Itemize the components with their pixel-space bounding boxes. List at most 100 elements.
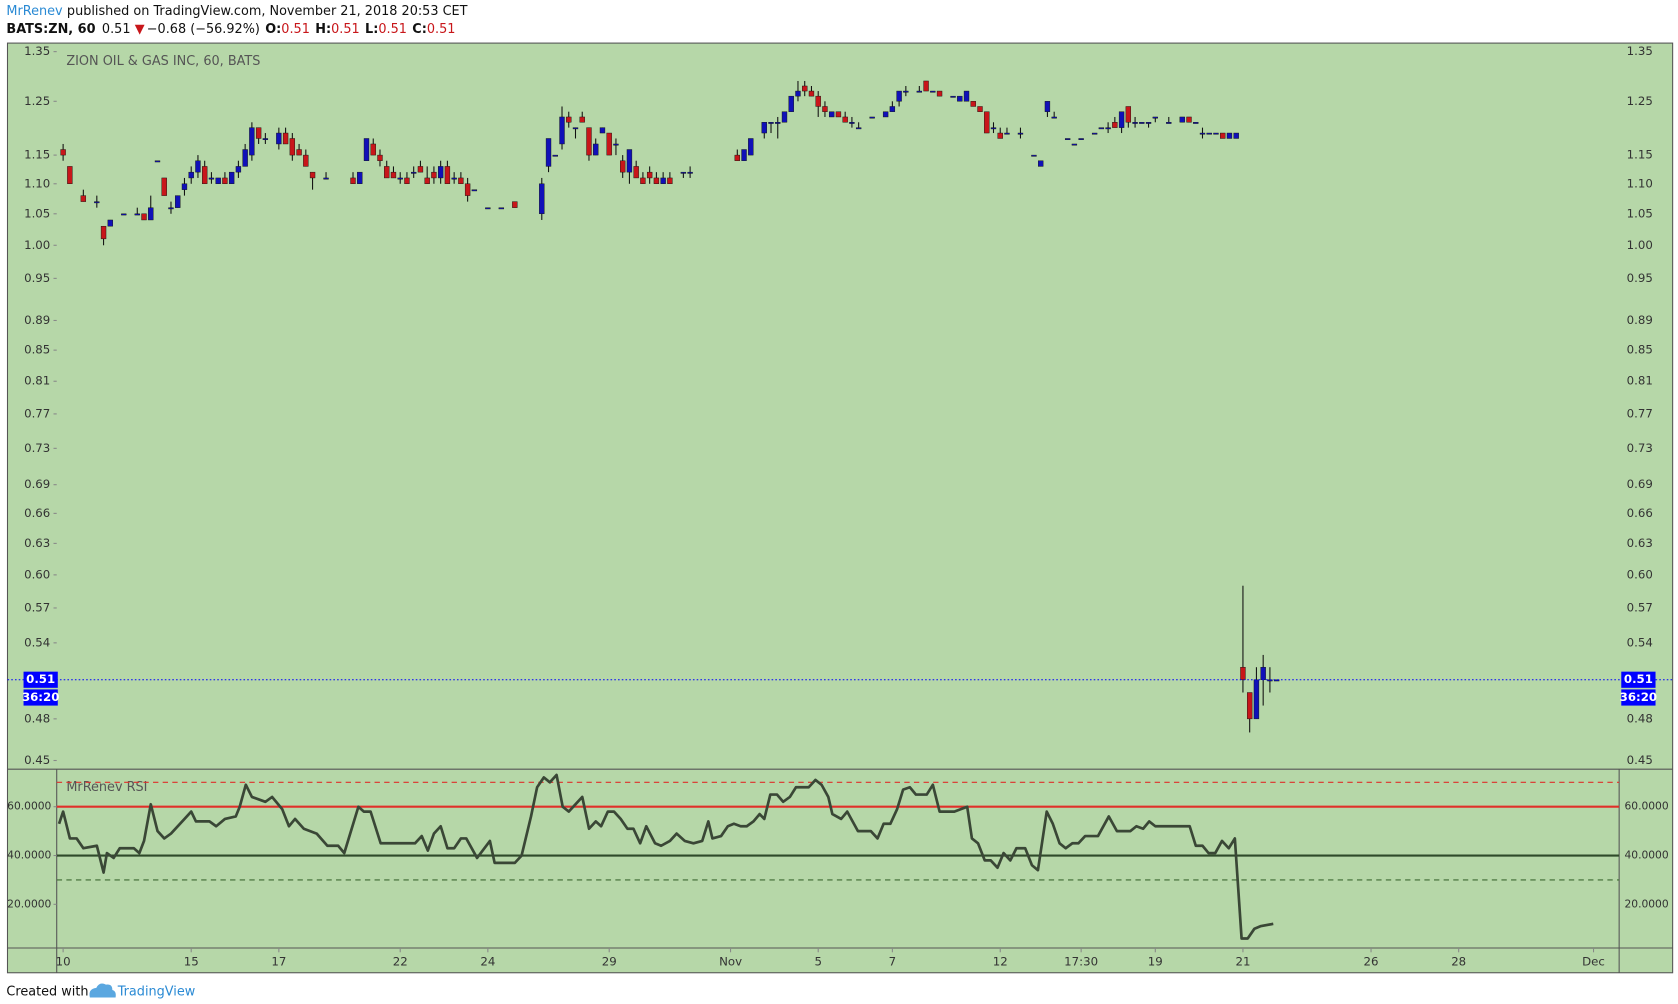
candle-body — [1064, 138, 1071, 140]
candle-body — [613, 143, 619, 146]
x-tick-label: 22 — [393, 954, 408, 968]
candle-body — [869, 116, 875, 119]
candle-body — [1139, 122, 1145, 124]
candle-body — [936, 90, 943, 97]
rsi-title: MrRenev RSI — [66, 780, 147, 795]
candle-body — [323, 177, 329, 180]
candle-body — [1179, 116, 1185, 123]
candle-body — [181, 183, 188, 190]
candle-body — [1199, 132, 1206, 135]
candle-body — [646, 171, 653, 179]
candle-body — [424, 177, 430, 184]
y-tick-label: 0.48 — [24, 711, 50, 725]
y-tick-label: 0.66 — [24, 506, 50, 520]
l-label: L: — [365, 22, 378, 37]
candle-body — [829, 111, 835, 118]
candle-body — [296, 149, 302, 156]
candle-body — [1166, 122, 1172, 124]
y-tick-label-right: 0.69 — [1627, 477, 1653, 491]
candle-body — [1220, 132, 1226, 139]
candle-body — [60, 149, 66, 156]
candle-body — [788, 95, 794, 112]
candle-body — [188, 171, 194, 179]
candle-body — [1253, 679, 1260, 720]
candle-body — [1152, 116, 1158, 119]
candle-body — [262, 138, 269, 140]
change: −0.68 (−56.92%) — [147, 22, 260, 37]
candle-body — [896, 90, 902, 102]
chart-background — [6, 42, 1674, 974]
y-tick-label-right: 0.48 — [1627, 711, 1653, 725]
candle-body — [1132, 122, 1138, 124]
candle-body — [154, 160, 161, 163]
candle-body — [761, 122, 767, 134]
candle-body — [606, 132, 612, 156]
candle-body — [370, 143, 376, 156]
price-tag-label: 0.51 — [26, 672, 55, 686]
candle-body — [411, 171, 417, 174]
h-label: H: — [315, 22, 331, 37]
price-tag — [1621, 671, 1656, 688]
o: 0.51 — [281, 22, 310, 37]
y-tick-label-right: 0.81 — [1627, 374, 1653, 388]
arrow: ▼ — [135, 22, 145, 37]
candle-body — [235, 166, 242, 173]
candle-body — [168, 207, 174, 210]
y-tick-label-right: 0.77 — [1627, 406, 1653, 420]
candle-body — [579, 116, 585, 123]
y-tick-label-right: 20.0000 — [1624, 897, 1668, 910]
candle-body — [984, 111, 990, 134]
candle-body — [849, 122, 855, 124]
x-tick-label: 12 — [993, 954, 1008, 968]
candle-body — [222, 177, 228, 184]
y-tick-label-right: 0.73 — [1627, 441, 1653, 455]
candle-body — [134, 213, 140, 216]
y-tick-label: 0.54 — [24, 635, 50, 649]
candle-body — [640, 177, 646, 184]
brand[interactable]: TradingView — [117, 985, 196, 1000]
candle-body — [100, 225, 107, 240]
y-tick-label: 1.05 — [24, 206, 50, 220]
candle-body — [1145, 122, 1152, 124]
candle-body — [566, 116, 572, 123]
y-tick-label: 1.10 — [24, 176, 50, 190]
y-tick-label-right: 1.00 — [1627, 238, 1653, 252]
y-tick-label-right: 0.60 — [1627, 567, 1653, 581]
logo — [89, 983, 116, 998]
candle-body — [242, 149, 248, 167]
candle-body — [485, 207, 491, 210]
candle-body — [1125, 106, 1132, 123]
candle-body — [795, 90, 801, 97]
candle-body — [1038, 160, 1044, 167]
y-tick-label: 0.63 — [24, 536, 50, 550]
y-tick-label-right: 0.66 — [1627, 506, 1653, 520]
candle-body — [276, 132, 282, 145]
candle-body — [377, 154, 383, 161]
h: 0.51 — [331, 22, 360, 37]
candle-body — [734, 154, 740, 161]
candle-body — [808, 90, 815, 97]
candle-body — [1260, 666, 1266, 680]
candle-body — [950, 95, 956, 98]
y-tick-label-right: 1.05 — [1627, 206, 1653, 220]
candle-body — [498, 207, 505, 210]
candle-body — [1247, 692, 1253, 720]
last: 0.51 — [102, 22, 131, 37]
candle-body — [775, 122, 781, 124]
candle-body — [916, 90, 923, 93]
x-tick-label: 17:30 — [1064, 954, 1098, 968]
author[interactable]: MrRenev — [6, 3, 63, 18]
candle-body — [148, 207, 154, 221]
y-tick-label-right: 0.89 — [1627, 313, 1653, 327]
x-tick-label: Nov — [719, 954, 742, 968]
candle-body — [458, 177, 464, 184]
candle-body — [977, 106, 983, 112]
candle-body — [202, 166, 208, 184]
pane-title: ZION OIL & GAS INC, 60, BATS — [66, 54, 260, 69]
candle-body — [80, 195, 87, 202]
x-tick-label: 10 — [56, 954, 71, 968]
y-tick-label-right: 0.45 — [1627, 753, 1653, 767]
y-tick-label: 1.00 — [24, 238, 50, 252]
